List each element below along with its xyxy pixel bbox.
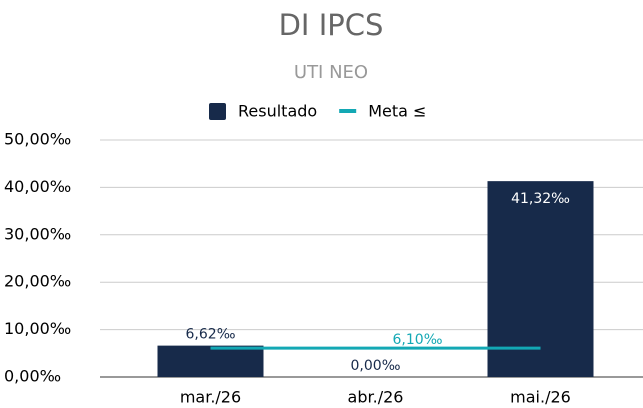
bar <box>487 181 594 377</box>
data-label: 41,32‰ <box>511 191 570 207</box>
y-tick-label: 10,00‰ <box>4 319 71 338</box>
y-tick-label: 0,00‰ <box>4 367 61 386</box>
data-label: 6,10‰ <box>393 332 443 348</box>
legend-swatch <box>339 109 357 113</box>
chart-subtitle: UTI NEO <box>294 62 368 83</box>
legend-label: Resultado <box>238 102 317 121</box>
x-tick-label: mar./26 <box>180 388 241 407</box>
x-tick-label: abr./26 <box>348 388 404 407</box>
y-tick-label: 30,00‰ <box>4 224 71 243</box>
data-label: 6,62‰ <box>186 327 236 343</box>
bar <box>157 345 264 377</box>
data-label: 0,00‰ <box>351 358 401 374</box>
legend-swatch <box>209 103 226 120</box>
y-tick-label: 40,00‰ <box>4 177 71 196</box>
legend-label: Meta ≤ <box>368 102 426 121</box>
y-tick-label: 50,00‰ <box>4 130 71 149</box>
y-tick-label: 20,00‰ <box>4 272 71 291</box>
chart-title: DI IPCS <box>279 8 384 42</box>
x-tick-label: mai./26 <box>510 388 571 407</box>
